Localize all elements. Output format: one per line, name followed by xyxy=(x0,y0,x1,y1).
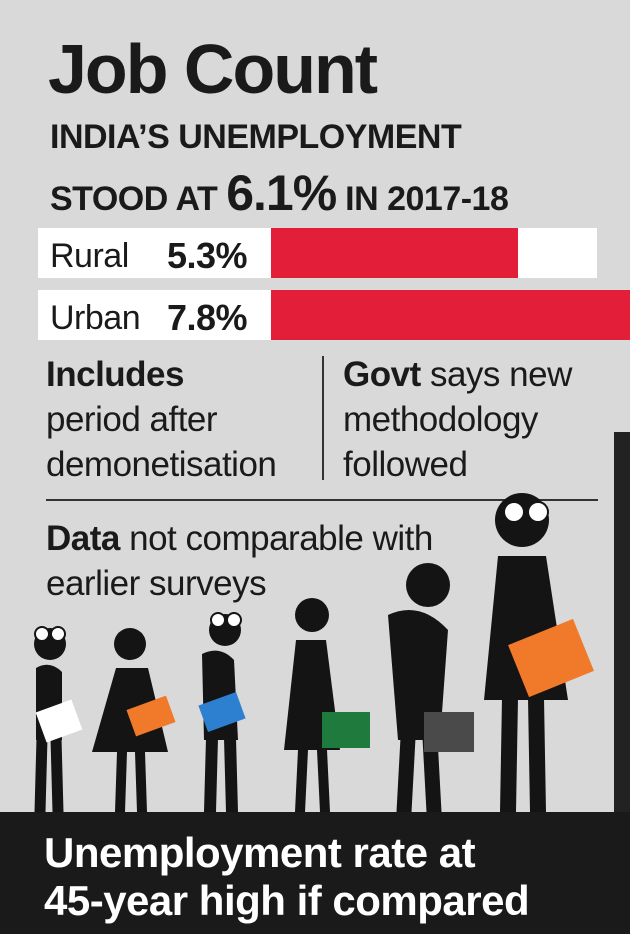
note-govt-line-3: followed xyxy=(343,445,468,484)
subtitle-line-1: INDIA’S UNEMPLOYMENT xyxy=(50,118,462,156)
category-label-rural: Rural xyxy=(50,237,129,275)
subtitle-prefix: STOOD AT xyxy=(50,180,218,218)
headline-rate: 6.1% xyxy=(226,165,337,221)
note-includes-line-2: period after xyxy=(46,400,218,439)
queue-of-job-seekers-icon xyxy=(34,493,594,820)
footer-line-2: 45-year high if compared xyxy=(44,877,530,924)
bar-urban xyxy=(271,290,630,340)
value-label-urban: 7.8% xyxy=(167,297,248,338)
note-data: Data not comparable with earlier surveys xyxy=(46,516,506,606)
note-govt: Govt says new methodology followed xyxy=(343,352,603,487)
note-govt-bold: Govt xyxy=(343,355,421,394)
note-data-bold: Data xyxy=(46,519,120,558)
bar-rural xyxy=(271,228,519,278)
vertical-divider xyxy=(322,356,324,480)
side-edge-strip xyxy=(614,432,630,812)
note-govt-line-1: says new xyxy=(429,355,572,394)
category-label-urban: Urban xyxy=(50,299,141,337)
note-govt-line-2: methodology xyxy=(343,400,538,439)
note-includes-line-3: demonetisation xyxy=(46,445,277,484)
footer-line-1: Unemployment rate at xyxy=(44,829,476,876)
page-title: Job Count xyxy=(48,30,378,108)
bar-row-rural: Rural 5.3% xyxy=(38,228,597,278)
footer-banner: Unemployment rate at 45-year high if com… xyxy=(0,812,630,934)
bar-row-urban: Urban 7.8% xyxy=(38,290,630,340)
value-label-rural: 5.3% xyxy=(167,235,248,276)
note-data-line-1: not comparable with xyxy=(129,519,433,558)
horizontal-divider xyxy=(46,499,598,501)
note-includes: Includes period after demonetisation xyxy=(46,352,316,487)
subtitle-suffix: IN 2017-18 xyxy=(345,180,509,218)
note-data-line-2: earlier surveys xyxy=(46,564,267,603)
note-includes-bold: Includes xyxy=(46,355,184,394)
subtitle-line-2: STOOD AT 6.1% IN 2017-18 xyxy=(50,165,509,221)
